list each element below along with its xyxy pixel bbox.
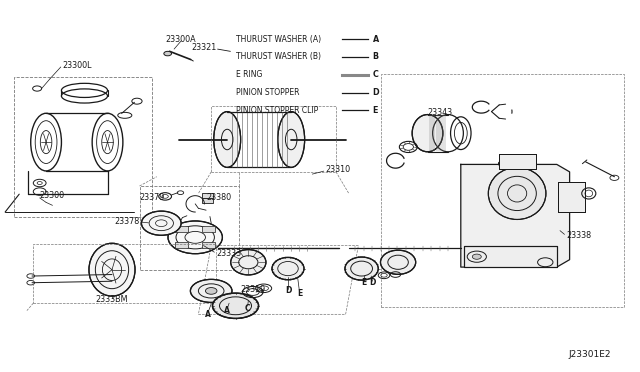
Ellipse shape <box>412 115 443 152</box>
Ellipse shape <box>345 257 378 280</box>
Text: A: A <box>205 310 211 319</box>
Ellipse shape <box>231 250 266 275</box>
Polygon shape <box>461 164 570 267</box>
Text: D: D <box>285 286 291 295</box>
Text: 2333BM: 2333BM <box>96 295 128 304</box>
Text: 23300L: 23300L <box>63 61 92 70</box>
Text: 23310: 23310 <box>325 165 350 174</box>
Text: E: E <box>297 289 302 298</box>
Text: 23380: 23380 <box>206 193 231 202</box>
Text: C: C <box>372 70 378 79</box>
Bar <box>202 193 213 198</box>
Bar <box>202 198 213 203</box>
Bar <box>558 182 585 212</box>
Bar <box>175 242 188 248</box>
Text: 23379: 23379 <box>140 193 165 202</box>
Text: THURUST WASHER (B): THURUST WASHER (B) <box>236 52 321 61</box>
Text: J23301E2: J23301E2 <box>568 350 611 359</box>
Bar <box>558 182 585 212</box>
Bar <box>499 154 536 169</box>
Text: THURUST WASHER (A): THURUST WASHER (A) <box>236 35 321 44</box>
Text: 23378: 23378 <box>115 217 140 226</box>
Ellipse shape <box>164 51 172 56</box>
Ellipse shape <box>89 243 135 296</box>
Text: B: B <box>372 52 379 61</box>
Text: 23300: 23300 <box>40 191 65 200</box>
Ellipse shape <box>191 279 232 302</box>
Bar <box>33 244 216 303</box>
Ellipse shape <box>205 288 217 294</box>
Bar <box>464 246 557 267</box>
Text: PINION STOPPER: PINION STOPPER <box>236 88 299 97</box>
Bar <box>14 77 152 217</box>
Text: 23333: 23333 <box>216 249 241 258</box>
Ellipse shape <box>499 158 536 169</box>
Text: 23321: 23321 <box>191 43 216 52</box>
Ellipse shape <box>214 112 241 167</box>
Text: E: E <box>372 106 378 115</box>
Ellipse shape <box>212 293 259 318</box>
Bar <box>202 227 215 232</box>
Bar <box>381 74 624 307</box>
Text: 23343: 23343 <box>428 108 452 117</box>
Bar <box>175 227 188 232</box>
Text: C: C <box>245 304 250 312</box>
Ellipse shape <box>272 257 304 280</box>
Text: 23300A: 23300A <box>166 35 196 44</box>
Text: 23319: 23319 <box>241 285 266 294</box>
Bar <box>140 186 239 270</box>
Text: 23338: 23338 <box>566 231 591 240</box>
Text: A: A <box>224 306 230 315</box>
Bar <box>464 246 557 267</box>
Bar <box>211 106 336 172</box>
Text: D: D <box>369 278 376 287</box>
Text: A: A <box>372 35 379 44</box>
Ellipse shape <box>278 112 305 167</box>
Text: PINION STOPPER CLIP: PINION STOPPER CLIP <box>236 106 318 115</box>
Text: E RING: E RING <box>236 70 262 79</box>
Ellipse shape <box>380 250 416 275</box>
Ellipse shape <box>141 211 181 235</box>
Text: D: D <box>372 88 379 97</box>
Ellipse shape <box>472 254 481 259</box>
Ellipse shape <box>168 221 223 254</box>
Ellipse shape <box>488 167 546 219</box>
Bar <box>202 242 215 248</box>
Bar <box>499 154 536 169</box>
Text: E: E <box>361 278 366 287</box>
